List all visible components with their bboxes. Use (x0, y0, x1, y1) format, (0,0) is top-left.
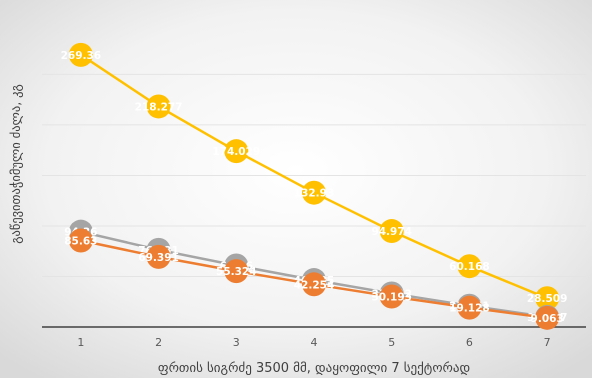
data-point (535, 305, 560, 330)
data-label: 30.193 (371, 291, 412, 303)
y-axis-title: გაწევითაჭიმული ძალა, კგ (8, 84, 23, 244)
x-tick-label: 4 (311, 336, 318, 349)
x-tick-label: 3 (233, 336, 240, 349)
data-label: 55.324 (216, 266, 257, 278)
data-point (379, 284, 404, 309)
data-label: 94.974 (371, 226, 412, 238)
data-label: 85.63 (64, 235, 97, 247)
series-layer: 269.36 218.277 174.029 132.93 94.974 60.168 28… (61, 42, 568, 330)
data-label: 269.36 (61, 50, 102, 62)
x-tick-label: 5 (388, 336, 395, 349)
data-point (146, 244, 171, 269)
data-point (68, 228, 93, 253)
data-point (457, 254, 482, 279)
data-label: 174.029 (212, 146, 260, 158)
data-label: 60.168 (449, 261, 490, 273)
data-point (68, 42, 93, 67)
x-tick-label: 7 (544, 336, 551, 349)
data-label: 132.93 (294, 188, 335, 200)
data-label: 218.277 (135, 101, 183, 113)
data-label: 69.391 (138, 252, 179, 264)
data-point (535, 286, 560, 311)
x-tick-labels: 1 2 3 4 5 6 7 (77, 336, 550, 349)
data-label: 42.254 (294, 279, 335, 291)
data-point (146, 94, 171, 119)
x-tick-label: 2 (155, 336, 162, 349)
data-point (379, 219, 404, 244)
data-point (457, 295, 482, 320)
data-point (224, 259, 249, 284)
data-label: 28.509 (527, 293, 568, 305)
data-label: 9.063 (531, 313, 564, 325)
series-1: 269.36 218.277 174.029 132.93 94.974 60.168 28… (61, 42, 568, 311)
data-point (224, 139, 249, 164)
data-point (302, 272, 326, 297)
series-3: 85.63 69.391 55.324 42.254 30.193 19.128 9.063 (64, 228, 564, 330)
x-tick-label: 1 (77, 336, 84, 349)
x-axis-title: ფრთის სიგრძე 3500 მმ, დაყოფილი 7 სექტორა… (158, 361, 470, 376)
x-tick-label: 6 (466, 336, 473, 349)
data-point (302, 180, 326, 205)
data-label: 19.128 (449, 303, 490, 315)
